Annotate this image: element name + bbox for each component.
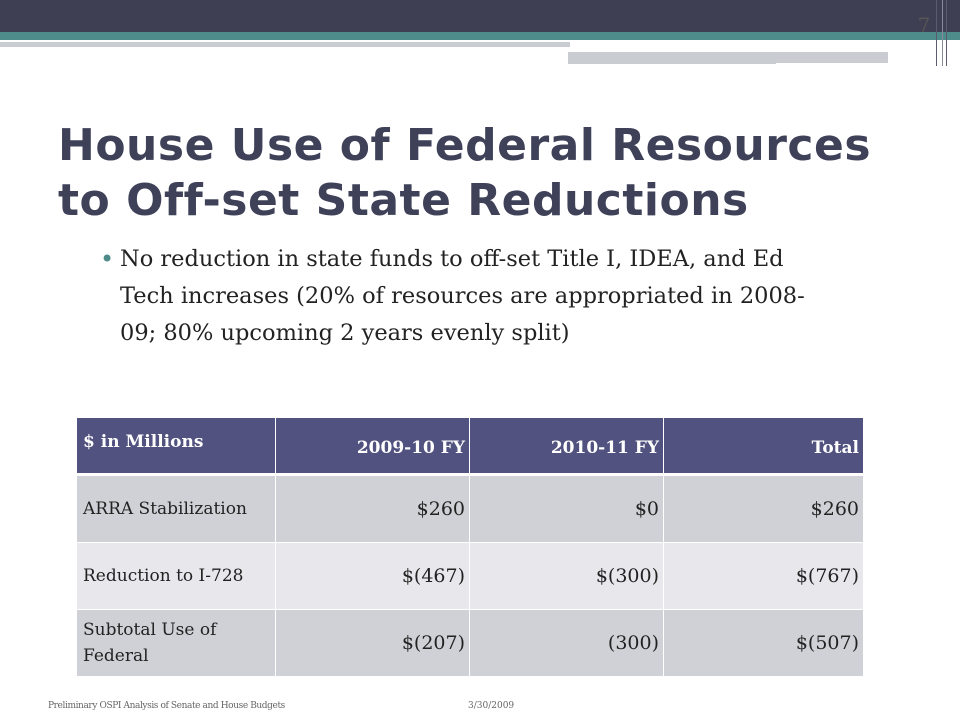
cell-value: $260 <box>276 476 470 543</box>
decor-strip <box>0 42 570 47</box>
table-row: ARRA Stabilization $260 $0 $260 <box>77 476 864 543</box>
decor-vline <box>946 0 947 66</box>
table-row: Subtotal Use of Federal $(207) (300) $(5… <box>77 610 864 677</box>
header-units: $ in Millions <box>77 418 276 476</box>
decor-vline <box>936 0 937 66</box>
bullet-item: • No reduction in state funds to off-set… <box>100 241 860 352</box>
cell-value: $(507) <box>664 610 864 677</box>
top-accent-line <box>0 32 960 40</box>
cell-value: (300) <box>470 610 664 677</box>
slide-title: House Use of Federal Resources to Off-se… <box>58 120 872 226</box>
cell-value: $(300) <box>470 543 664 610</box>
row-label: Reduction to I-728 <box>77 543 276 610</box>
decor-vline <box>942 0 943 66</box>
footer-date: 3/30/2009 <box>468 701 515 711</box>
table-row: Reduction to I-728 $(467) $(300) $(767) <box>77 543 864 610</box>
header-fy-2010-11: 2010-11 FY <box>470 418 664 476</box>
budget-table: $ in Millions 2009-10 FY 2010-11 FY Tota… <box>77 418 864 677</box>
slide-number: 7 <box>917 13 931 37</box>
decor-strip <box>568 52 888 64</box>
top-banner <box>0 0 960 32</box>
row-label: Subtotal Use of Federal <box>77 610 276 677</box>
table-header-row: $ in Millions 2009-10 FY 2010-11 FY Tota… <box>77 418 864 476</box>
row-label: ARRA Stabilization <box>77 476 276 543</box>
bullet-list: • No reduction in state funds to off-set… <box>100 241 860 352</box>
bullet-text: No reduction in state funds to off-set T… <box>120 246 805 346</box>
cell-value: $0 <box>470 476 664 543</box>
decor-strip <box>776 63 888 65</box>
cell-value: $(207) <box>276 610 470 677</box>
footer-caption: Preliminary OSPI Analysis of Senate and … <box>48 701 285 711</box>
cell-value: $(767) <box>664 543 864 610</box>
cell-value: $260 <box>664 476 864 543</box>
cell-value: $(467) <box>276 543 470 610</box>
header-total: Total <box>664 418 864 476</box>
decor-strip <box>0 40 930 43</box>
header-fy-2009-10: 2009-10 FY <box>276 418 470 476</box>
bullet-dot-icon: • <box>100 245 115 273</box>
